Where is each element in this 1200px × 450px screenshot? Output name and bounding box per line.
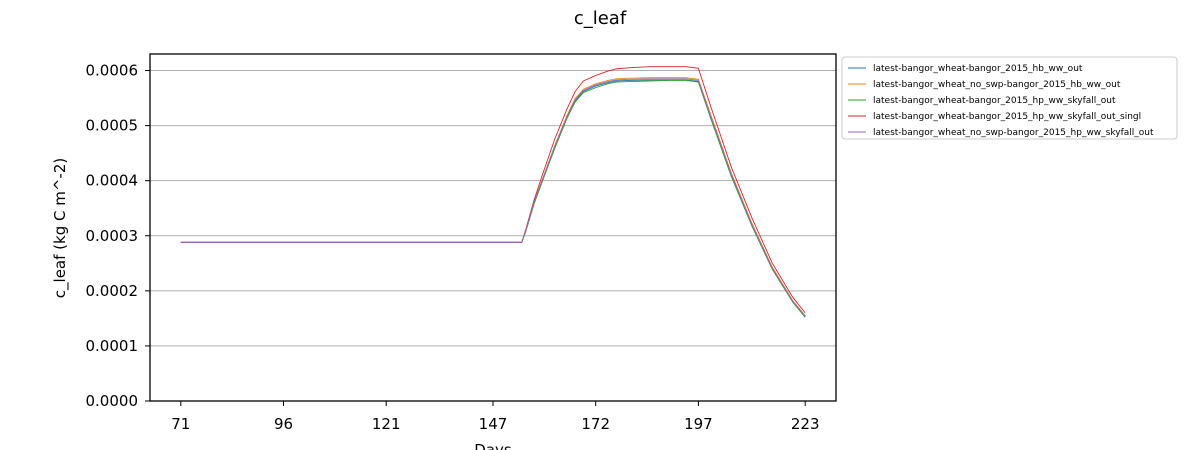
x-tick-label: 121 bbox=[372, 415, 401, 433]
x-tick-label: 172 bbox=[581, 415, 610, 433]
x-axis: 71 96 121 147 172 197 223 bbox=[171, 401, 820, 433]
legend-label: latest-bangor_wheat-bangor_2015_hp_ww_sk… bbox=[873, 112, 1141, 122]
grid-lines bbox=[150, 70, 836, 402]
x-tick-label: 223 bbox=[791, 415, 820, 433]
plot-frame bbox=[149, 53, 837, 402]
x-tick-label: 147 bbox=[479, 415, 508, 433]
legend: latest-bangor_wheat-bangor_2015_hb_ww_ou… bbox=[841, 56, 1178, 140]
legend-box bbox=[841, 56, 1178, 140]
y-axis: 0.0000 0.0001 0.0002 0.0003 0.0004 0.0005 0.00… bbox=[86, 62, 150, 410]
x-axis-label: Days bbox=[474, 441, 512, 450]
series-line-4 bbox=[180, 66, 806, 314]
y-tick-label: 0.0005 bbox=[86, 117, 139, 135]
legend-label: latest-bangor_wheat_no_swp-bangor_2015_h… bbox=[873, 80, 1121, 90]
series-line-5 bbox=[180, 78, 806, 317]
y-tick-label: 0.0004 bbox=[86, 172, 139, 190]
legend-label: latest-bangor_wheat_no_swp-bangor_2015_h… bbox=[873, 128, 1154, 138]
y-tick-label: 0.0003 bbox=[86, 227, 139, 245]
x-tick-label: 96 bbox=[274, 415, 293, 433]
chart-title: c_leaf bbox=[574, 8, 627, 29]
x-tick-label: 71 bbox=[171, 415, 190, 433]
x-tick-label: 197 bbox=[684, 415, 713, 433]
legend-label: latest-bangor_wheat-bangor_2015_hb_ww_ou… bbox=[873, 64, 1083, 74]
series-lines bbox=[180, 66, 806, 318]
series-line-2 bbox=[180, 77, 806, 316]
series-line-1 bbox=[180, 79, 806, 318]
legend-label: latest-bangor_wheat-bangor_2015_hp_ww_sk… bbox=[873, 96, 1116, 106]
y-tick-label: 0.0006 bbox=[86, 62, 139, 80]
y-axis-label: c_leaf (kg C m^-2) bbox=[51, 158, 70, 298]
y-tick-label: 0.0001 bbox=[86, 337, 139, 355]
y-tick-label: 0.0000 bbox=[86, 392, 139, 410]
y-tick-label: 0.0002 bbox=[86, 282, 139, 300]
